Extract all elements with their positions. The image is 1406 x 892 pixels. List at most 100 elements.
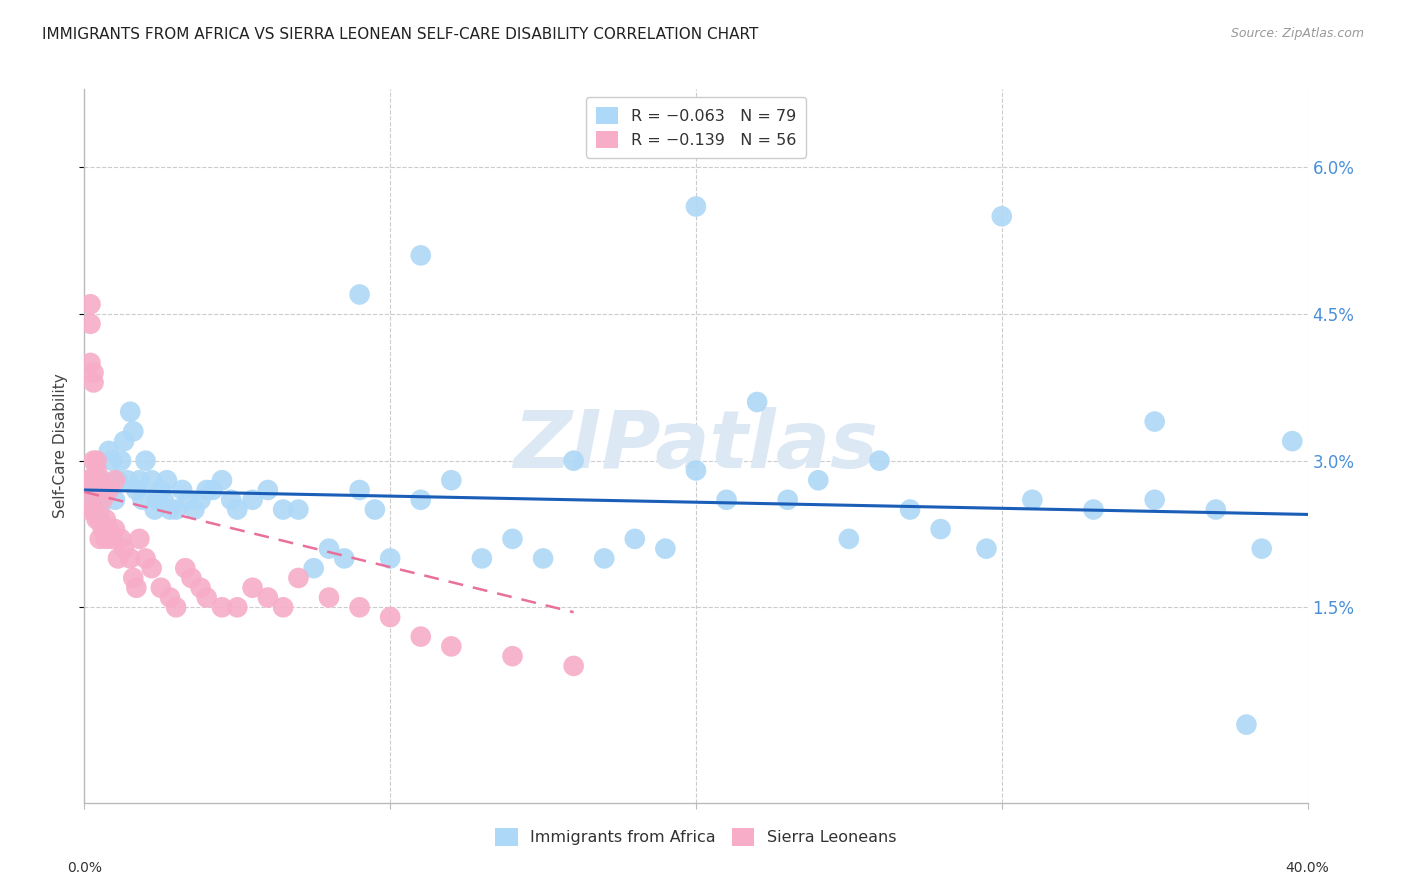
Point <box>776 492 799 507</box>
Point <box>271 600 294 615</box>
Point <box>97 483 120 497</box>
Point <box>83 376 105 390</box>
Point <box>380 551 402 566</box>
Point <box>91 473 114 487</box>
Point <box>91 522 114 536</box>
Point <box>91 492 114 507</box>
Point <box>141 561 163 575</box>
Point <box>83 366 105 380</box>
Point <box>89 483 111 497</box>
Point <box>409 630 432 644</box>
Point <box>242 581 264 595</box>
Point <box>195 591 218 605</box>
Point <box>502 532 524 546</box>
Point <box>838 532 860 546</box>
Point <box>201 483 224 497</box>
Point <box>86 453 108 467</box>
Point <box>190 581 212 595</box>
Point <box>380 610 402 624</box>
Point <box>153 492 176 507</box>
Point <box>76 473 98 487</box>
Point <box>97 443 120 458</box>
Point <box>101 453 124 467</box>
Point <box>562 453 585 467</box>
Point <box>143 502 166 516</box>
Point <box>242 492 264 507</box>
Text: 40.0%: 40.0% <box>1285 862 1330 875</box>
Point <box>112 434 135 449</box>
Point <box>807 473 830 487</box>
Point <box>94 532 117 546</box>
Point <box>177 492 200 507</box>
Point <box>107 473 129 487</box>
Point <box>79 483 101 497</box>
Point <box>110 532 132 546</box>
Point <box>141 473 163 487</box>
Point <box>128 532 150 546</box>
Point <box>86 483 108 497</box>
Y-axis label: Self-Care Disability: Self-Care Disability <box>53 374 69 518</box>
Point <box>131 492 153 507</box>
Point <box>149 581 172 595</box>
Point <box>440 473 463 487</box>
Point <box>1250 541 1272 556</box>
Point <box>97 522 120 536</box>
Point <box>120 551 142 566</box>
Point <box>112 541 135 556</box>
Point <box>149 483 172 497</box>
Point <box>257 483 280 497</box>
Point <box>89 502 111 516</box>
Legend: Immigrants from Africa, Sierra Leoneans: Immigrants from Africa, Sierra Leoneans <box>489 822 903 852</box>
Point <box>76 473 98 487</box>
Text: ZIPatlas: ZIPatlas <box>513 407 879 485</box>
Point <box>83 453 105 467</box>
Point <box>226 502 249 516</box>
Point <box>172 483 194 497</box>
Point <box>94 483 117 497</box>
Point <box>110 453 132 467</box>
Point <box>991 209 1014 223</box>
Point <box>101 532 124 546</box>
Point <box>104 473 127 487</box>
Point <box>685 200 707 214</box>
Point <box>86 463 108 477</box>
Point <box>562 659 585 673</box>
Point <box>226 600 249 615</box>
Point <box>128 473 150 487</box>
Point <box>104 522 127 536</box>
Point <box>654 541 676 556</box>
Point <box>79 473 101 487</box>
Text: Source: ZipAtlas.com: Source: ZipAtlas.com <box>1230 27 1364 40</box>
Point <box>349 483 371 497</box>
Point <box>1083 502 1105 516</box>
Point <box>165 600 187 615</box>
Point <box>165 502 187 516</box>
Point <box>531 551 554 566</box>
Point <box>89 512 111 526</box>
Point <box>135 453 157 467</box>
Point <box>79 317 101 331</box>
Point <box>409 248 432 262</box>
Point <box>869 453 891 467</box>
Point <box>211 600 233 615</box>
Point <box>190 492 212 507</box>
Point <box>593 551 616 566</box>
Point <box>502 649 524 664</box>
Point <box>747 395 769 409</box>
Point <box>333 551 356 566</box>
Point <box>156 473 179 487</box>
Point <box>174 561 197 575</box>
Point <box>624 532 647 546</box>
Point <box>89 532 111 546</box>
Point <box>107 551 129 566</box>
Point <box>349 600 371 615</box>
Point <box>125 581 148 595</box>
Point <box>83 502 105 516</box>
Point <box>120 405 142 419</box>
Point <box>135 551 157 566</box>
Point <box>976 541 998 556</box>
Point <box>146 492 169 507</box>
Point <box>364 502 387 516</box>
Text: IMMIGRANTS FROM AFRICA VS SIERRA LEONEAN SELF-CARE DISABILITY CORRELATION CHART: IMMIGRANTS FROM AFRICA VS SIERRA LEONEAN… <box>42 27 759 42</box>
Point <box>86 512 108 526</box>
